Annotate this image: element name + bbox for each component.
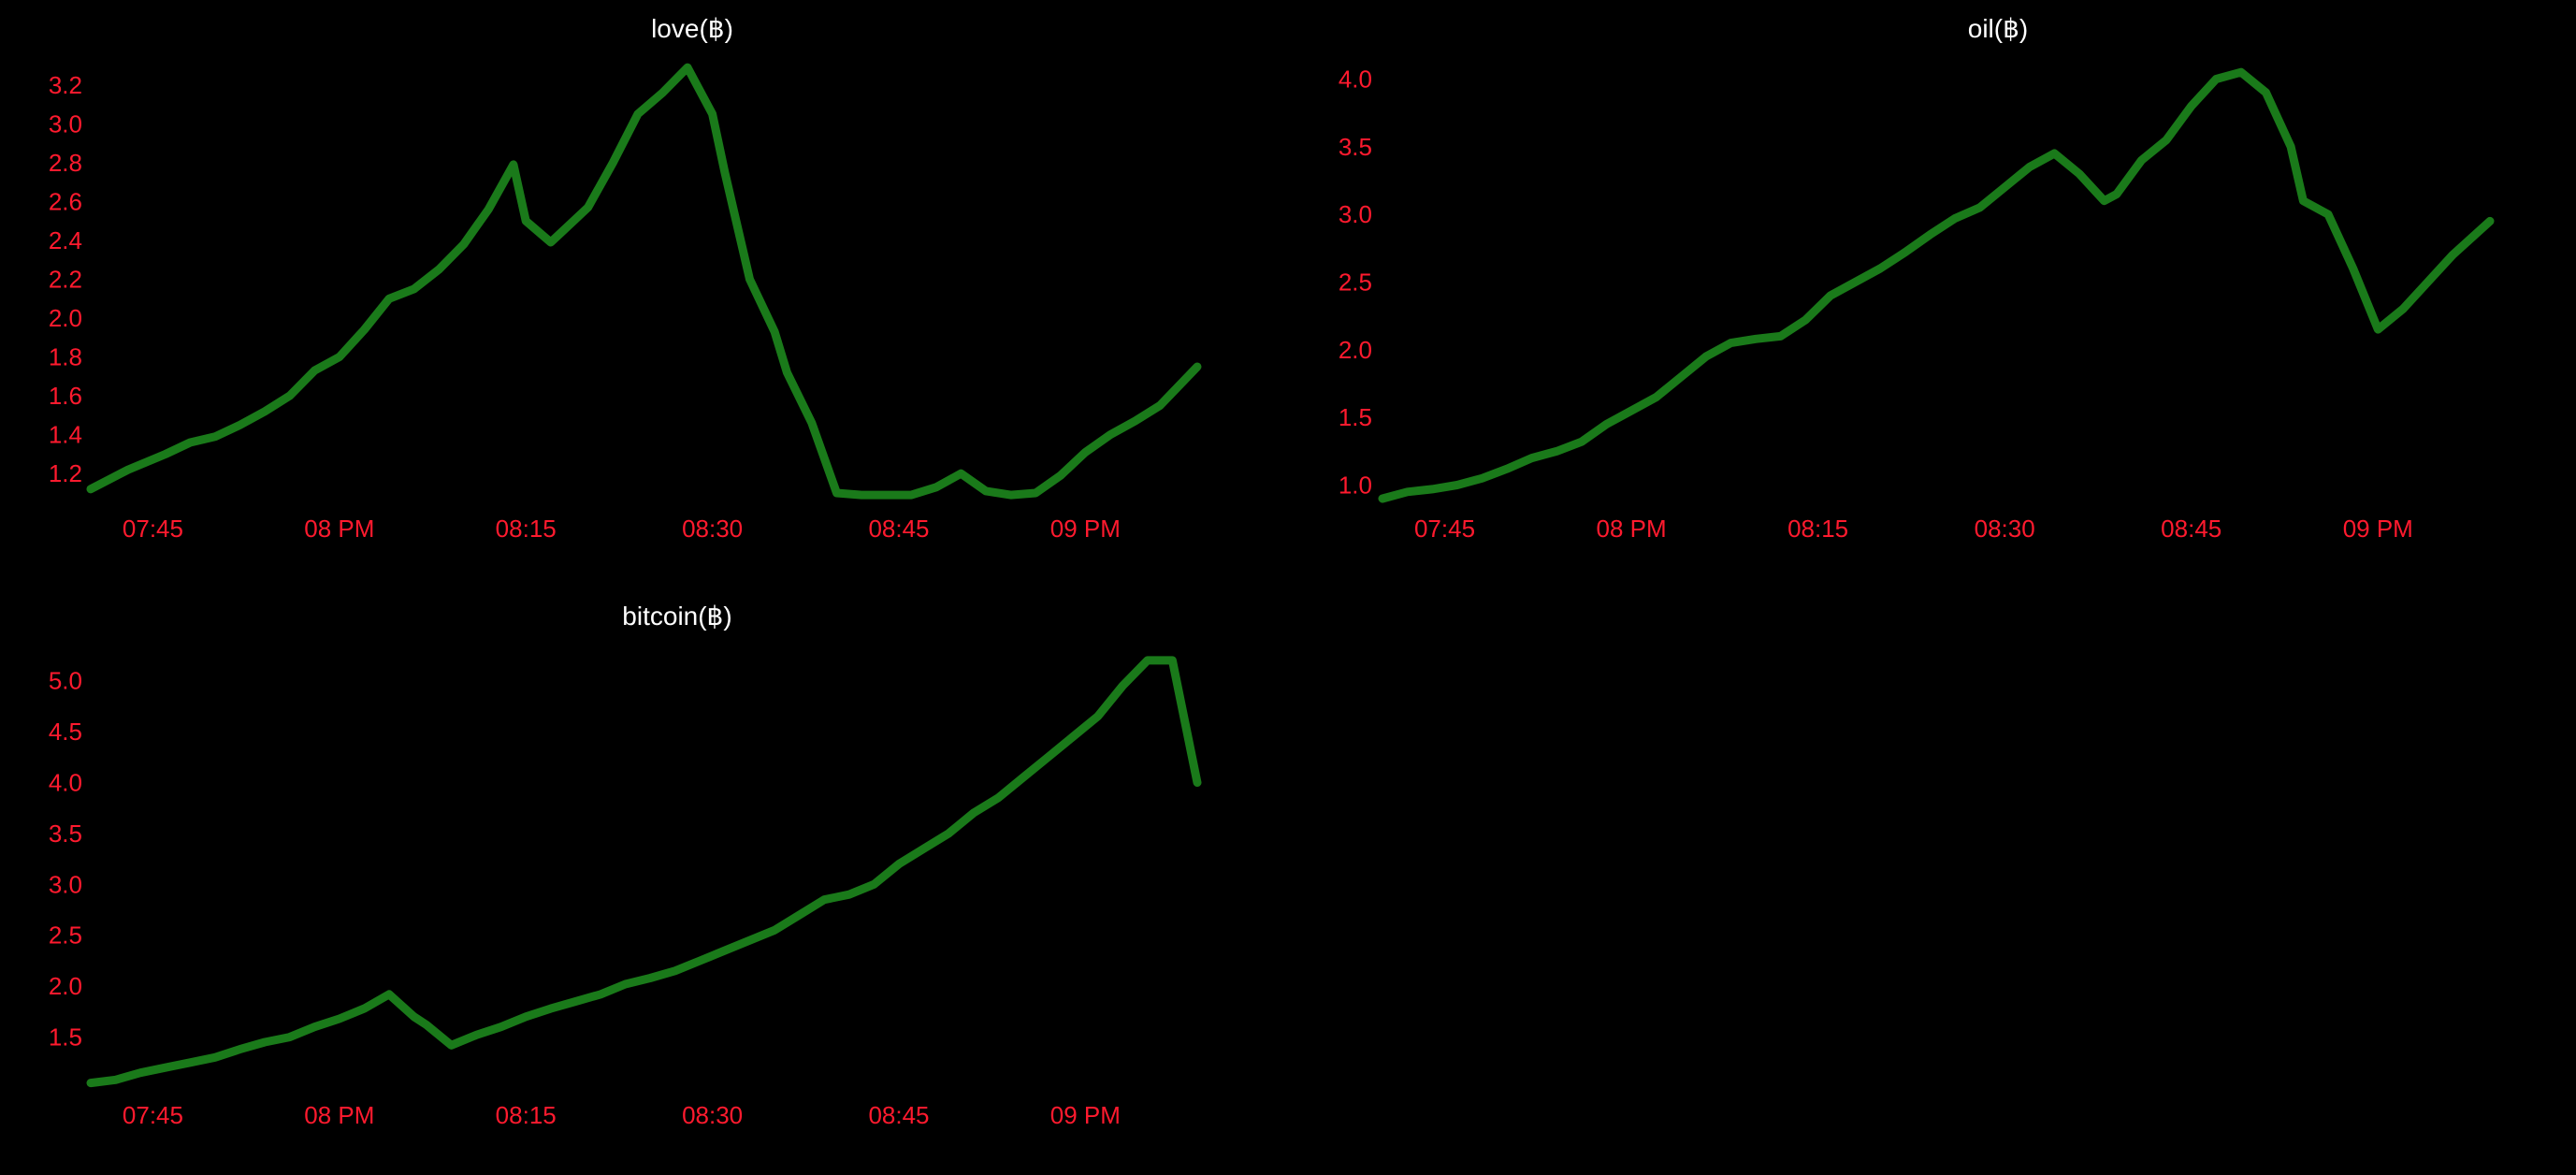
love-y-tick-label: 1.6 (49, 382, 82, 410)
love-y-tick-label: 1.4 (49, 421, 82, 449)
bitcoin-y-tick-label: 2.0 (49, 972, 82, 1000)
bitcoin-x-tick-label: 08 PM (304, 1101, 374, 1129)
oil-y-tick-label: 2.0 (1339, 336, 1372, 364)
love-y-tick-label: 2.2 (49, 266, 82, 294)
love-chart-title: love(฿) (651, 14, 733, 43)
bitcoin-x-tick-label: 08:15 (496, 1101, 557, 1129)
oil-x-tick-label: 08:15 (1787, 515, 1848, 543)
love-x-tick-label: 08:15 (496, 515, 557, 543)
love-y-tick-label: 2.6 (49, 187, 82, 215)
oil-y-tick-label: 4.0 (1339, 65, 1372, 93)
bitcoin-x-tick-label: 09 PM (1050, 1101, 1121, 1129)
oil-chart-panel: oil(฿) 1.0 1.5 2.0 2.5 3.0 3.5 4.0 07:45 08 PM 08… (1339, 14, 2495, 543)
love-x-tick-label: 08:30 (682, 515, 743, 543)
bitcoin-chart-title: bitcoin(฿) (622, 602, 731, 631)
love-chart-panel: love(฿) 1.2 1.4 1.6 1.8 2.0 2.2 2.4 2.6 2.8 3.0 3.… (49, 14, 1202, 543)
oil-x-tick-label: 08 PM (1596, 515, 1666, 543)
bitcoin-chart-panel: bitcoin(฿) 1.5 2.0 2.5 3.0 3.5 4.0 4.5 5.0 07:45… (49, 602, 1202, 1129)
love-y-tick-label: 2.4 (49, 226, 82, 254)
bitcoin-y-tick-label: 4.0 (49, 768, 82, 796)
bitcoin-x-tick-label: 08:45 (868, 1101, 929, 1129)
oil-y-tick-label: 1.0 (1339, 471, 1372, 500)
bitcoin-y-tick-label: 1.5 (49, 1023, 82, 1052)
bitcoin-y-tick-label: 4.5 (49, 718, 82, 746)
love-y-tick-label: 1.2 (49, 459, 82, 487)
oil-x-tick-label: 08:30 (1975, 515, 2035, 543)
bitcoin-y-tick-label: 2.5 (49, 921, 82, 950)
love-y-tick-label: 3.0 (49, 109, 82, 138)
oil-chart-title: oil(฿) (1968, 14, 2028, 43)
love-y-tick-label: 2.8 (49, 149, 82, 177)
oil-y-tick-label: 3.5 (1339, 133, 1372, 161)
oil-x-tick-label: 09 PM (2343, 515, 2413, 543)
love-x-tick-label: 08:45 (868, 515, 929, 543)
oil-y-tick-label: 1.5 (1339, 403, 1372, 431)
oil-y-tick-label: 2.5 (1339, 268, 1372, 297)
love-y-tick-label: 3.2 (49, 71, 82, 99)
bitcoin-x-tick-label: 07:45 (123, 1101, 183, 1129)
love-x-tick-label: 09 PM (1050, 515, 1121, 543)
oil-y-tick-label: 3.0 (1339, 200, 1372, 228)
love-x-tick-label: 07:45 (123, 515, 183, 543)
bitcoin-series-line (86, 656, 1202, 1088)
love-y-tick-label: 2.0 (49, 304, 82, 332)
love-y-tick-label: 1.8 (49, 343, 82, 371)
bitcoin-y-tick-label: 3.5 (49, 820, 82, 848)
love-series-line (86, 63, 1202, 500)
bitcoin-x-tick-label: 08:30 (682, 1101, 743, 1129)
bitcoin-y-tick-label: 5.0 (49, 667, 82, 695)
oil-x-tick-label: 07:45 (1414, 515, 1475, 543)
love-x-tick-label: 08 PM (304, 515, 374, 543)
oil-series-line (1378, 67, 2495, 503)
bitcoin-y-tick-label: 3.0 (49, 870, 82, 898)
oil-x-tick-label: 08:45 (2161, 515, 2221, 543)
